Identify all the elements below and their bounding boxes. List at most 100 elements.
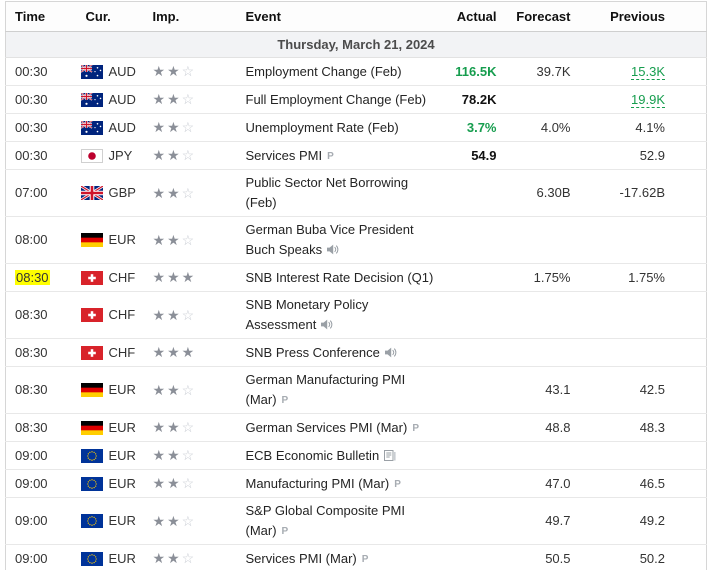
importance-cell: ★★☆ (147, 366, 238, 414)
importance-star: ★ (167, 447, 182, 463)
currency-cell: EUR (80, 544, 148, 570)
event-title[interactable]: ECB Economic Bulletin (245, 447, 380, 463)
importance-star: ☆ (181, 381, 197, 398)
importance-star: ★ (152, 91, 168, 107)
event-title[interactable]: S&P Global Composite PMI (Mar) (245, 503, 405, 538)
importance-star: ★ (152, 550, 168, 566)
previous-cell: 49.2 (577, 497, 707, 545)
event-title[interactable]: German Manufacturing PMI (Mar) (245, 372, 406, 407)
column-header-actual: Actual (441, 1, 502, 32)
event-cell[interactable]: Manufacturing PMI (Mar) P (237, 469, 442, 498)
currency-cell: EUR (80, 366, 148, 414)
flag-de-icon (80, 420, 103, 435)
importance-star: ☆ (181, 63, 197, 79)
importance-star: ★ (181, 269, 197, 285)
actual-cell: 3.7% (441, 113, 502, 142)
time-cell: 08:30 (5, 413, 81, 442)
importance-cell: ★★☆ (147, 291, 238, 339)
importance-cell: ★★☆ (147, 113, 238, 142)
preliminary-icon: P (394, 478, 401, 490)
importance-star: ★ (152, 475, 168, 491)
event-title[interactable]: Unemployment Rate (Feb) (245, 119, 399, 135)
event-time: 08:30 (15, 419, 48, 435)
currency-cell: AUD (80, 113, 148, 142)
actual-value: 116.5K (455, 63, 497, 79)
importance-star: ★ (152, 447, 168, 463)
importance-star: ★ (167, 184, 182, 201)
importance-cell: ★★☆ (147, 141, 238, 170)
event-title[interactable]: Employment Change (Feb) (245, 63, 402, 79)
importance-star: ★ (152, 269, 168, 285)
currency-cell: GBP (80, 169, 148, 217)
importance-star: ★ (167, 63, 182, 79)
report-icon (384, 449, 396, 461)
importance-cell: ★★★ (147, 263, 238, 292)
event-title[interactable]: Services PMI (Mar) (245, 550, 357, 566)
previous-value: 42.5 (639, 382, 665, 397)
previous-value: -17.62B (619, 185, 665, 200)
event-cell[interactable]: Full Employment Change (Feb) (237, 85, 442, 114)
event-row: 00:30 AUD ★★☆ Unemployment Rate (Feb) 3.7% 4.… (5, 113, 707, 142)
calendar-body: Thursday, March 21, 2024 00:30 AUD ★★☆ Empl… (5, 31, 707, 570)
event-cell[interactable]: SNB Interest Rate Decision (Q1) (237, 263, 442, 292)
importance-star: ★ (152, 119, 168, 135)
previous-cell: 4.1% (577, 113, 707, 142)
currency-code: CHF (108, 269, 136, 285)
actual-cell: 54.9 (441, 141, 502, 170)
previous-cell: -17.62B (577, 169, 707, 217)
actual-cell (441, 366, 502, 414)
event-cell[interactable]: S&P Global Composite PMI (Mar) P (237, 497, 442, 545)
forecast-cell (501, 85, 578, 114)
forecast-cell (501, 141, 578, 170)
event-cell[interactable]: Services PMI (Mar) P (237, 544, 442, 570)
currency-code: EUR (108, 447, 136, 463)
preliminary-icon: P (281, 395, 289, 406)
event-cell[interactable]: SNB Monetary Policy Assessment (237, 291, 442, 339)
currency-code: EUR (108, 382, 136, 397)
event-cell[interactable]: German Buba Vice President Buch Speaks (237, 216, 442, 264)
event-title[interactable]: German Buba Vice President Buch Speaks (245, 222, 414, 257)
event-title[interactable]: SNB Monetary Policy Assessment (245, 297, 369, 332)
event-title[interactable]: Services PMI (245, 147, 323, 163)
flag-eu-icon (80, 551, 103, 566)
event-title[interactable]: SNB Interest Rate Decision (Q1) (245, 269, 434, 285)
column-header-importance: Imp. (147, 1, 238, 32)
importance-star: ★ (167, 550, 182, 566)
event-time: 09:00 (15, 475, 48, 491)
event-cell[interactable]: ECB Economic Bulletin (237, 441, 442, 470)
event-title[interactable]: SNB Press Conference (245, 344, 380, 360)
event-cell[interactable]: SNB Press Conference (237, 338, 442, 367)
event-row: 00:30 JPY ★★☆ Services PMI P 54.9 52.9 (5, 141, 707, 170)
event-cell[interactable]: Employment Change (Feb) (237, 57, 442, 86)
event-title[interactable]: Public Sector Net Borrowing (Feb) (245, 175, 409, 210)
event-cell[interactable]: German Services PMI (Mar) P (237, 413, 442, 442)
forecast-cell: 48.8 (501, 413, 578, 442)
flag-ch-icon (80, 270, 103, 285)
speech-icon (327, 244, 339, 255)
flag-de-icon (80, 383, 103, 397)
importance-star: ☆ (181, 184, 197, 201)
currency-code: GBP (108, 185, 136, 200)
time-cell: 08:00 (5, 216, 81, 264)
importance-star: ★ (167, 512, 182, 529)
event-cell[interactable]: German Manufacturing PMI (Mar) P (237, 366, 442, 414)
forecast-cell: 6.30B (501, 169, 578, 217)
importance-star: ★ (167, 306, 182, 323)
event-time: 08:30 (15, 269, 50, 285)
event-row: 09:00 EUR ★★☆ Services PMI (Mar) P 50.5 50.2 (5, 544, 707, 570)
importance-star: ★ (167, 119, 182, 135)
event-cell[interactable]: Public Sector Net Borrowing (Feb) (237, 169, 442, 217)
event-cell[interactable]: Unemployment Rate (Feb) (237, 113, 442, 142)
event-title[interactable]: Full Employment Change (Feb) (245, 91, 427, 107)
importance-star: ☆ (181, 119, 197, 135)
event-title[interactable]: German Services PMI (Mar) (245, 419, 408, 435)
importance-star: ★ (152, 63, 168, 79)
importance-star: ★ (167, 475, 182, 491)
currency-code: JPY (108, 147, 133, 163)
importance-star: ★ (152, 306, 168, 323)
event-title[interactable]: Manufacturing PMI (Mar) (245, 475, 390, 491)
time-cell: 09:00 (5, 441, 81, 470)
event-cell[interactable]: Services PMI P (237, 141, 442, 170)
event-row: 08:30 CHF ★★☆ SNB Monetary Policy Assessmen… (5, 291, 707, 339)
currency-cell: JPY (80, 141, 148, 170)
